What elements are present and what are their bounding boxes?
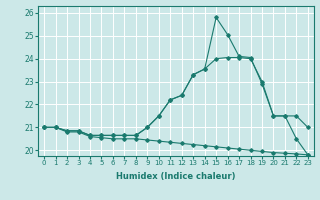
X-axis label: Humidex (Indice chaleur): Humidex (Indice chaleur) — [116, 172, 236, 181]
